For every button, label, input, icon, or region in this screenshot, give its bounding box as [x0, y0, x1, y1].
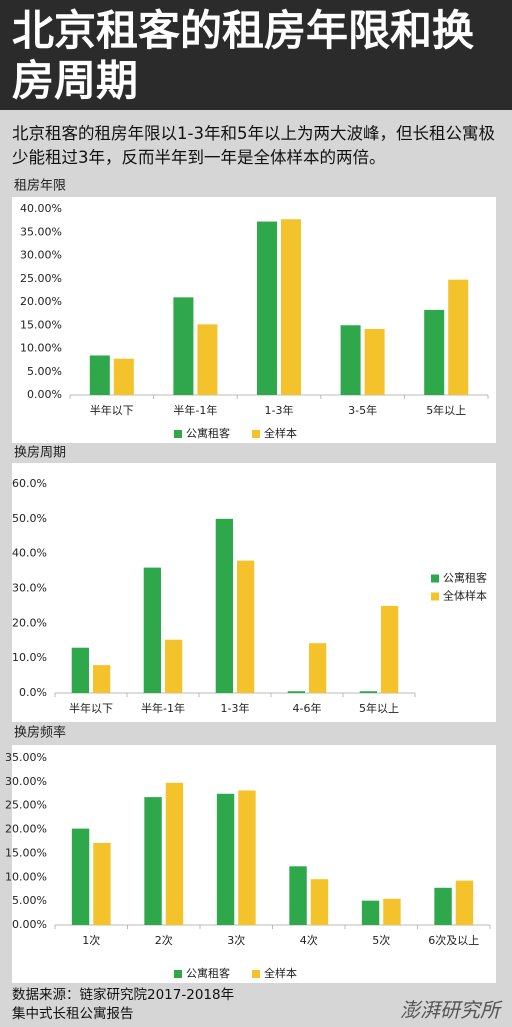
bar: [340, 325, 361, 395]
legend-label: 全样本: [264, 426, 297, 440]
x-tick-label: 1-3年: [265, 403, 294, 417]
bar: [448, 279, 469, 395]
x-tick-label: 5年以上: [359, 701, 399, 715]
y-tick-label: 20.00%: [20, 295, 62, 308]
x-tick-label: 1次: [82, 933, 100, 947]
x-tick-label: 3-5年: [348, 403, 377, 417]
legend-swatch: [431, 592, 439, 601]
bar: [216, 793, 235, 925]
bar: [309, 643, 327, 693]
bar: [455, 880, 474, 925]
y-tick-label: 0.00%: [12, 918, 47, 931]
bar: [281, 219, 301, 395]
legend-label: 全样本: [264, 966, 297, 980]
bar: [289, 866, 307, 925]
y-tick-label: 5.00%: [12, 894, 47, 907]
chart-title: 租房年限: [14, 178, 66, 194]
bar: [364, 328, 385, 395]
source: 数据来源：链家研究院2017-2018年集中式长租公寓报告: [12, 987, 235, 1022]
y-tick-label: 0.00%: [27, 388, 62, 401]
bar: [257, 221, 277, 395]
bar: [215, 518, 233, 693]
y-tick-label: 50.0%: [12, 512, 47, 525]
brand: 澎湃研究所: [400, 998, 500, 1022]
legend-label: 公寓租客: [186, 426, 230, 440]
bar: [287, 691, 305, 693]
x-tick-label: 半年以下: [69, 701, 113, 715]
x-tick-label: 3次: [227, 933, 245, 947]
subtitle: 北京租客的租房年限以1-3年和5年以上为两大波峰，但长租公寓极少能租过3年，反而…: [12, 124, 495, 167]
y-tick-label: 10.00%: [5, 870, 47, 883]
bar: [143, 567, 161, 693]
y-tick-label: 35.00%: [20, 225, 62, 238]
page-title: 北京租客的租房年限和换房周期: [12, 6, 475, 105]
bar: [434, 887, 452, 925]
bar: [165, 782, 184, 925]
bar: [237, 560, 255, 693]
y-tick-label: 20.00%: [5, 823, 47, 836]
x-tick-label: 半年以下: [90, 403, 134, 417]
x-tick-label: 5次: [372, 933, 390, 947]
chart-panel: [12, 197, 496, 443]
bar: [383, 898, 401, 925]
y-tick-label: 30.0%: [12, 582, 47, 595]
y-tick-label: 10.00%: [20, 342, 62, 355]
legend-label: 公寓租客: [186, 966, 230, 980]
y-tick-label: 15.00%: [5, 846, 47, 859]
bar: [165, 639, 183, 693]
bar: [359, 691, 377, 693]
x-tick-label: 1-3年: [221, 701, 250, 715]
bar: [361, 900, 380, 925]
y-tick-label: 5.00%: [27, 365, 62, 378]
y-tick-label: 15.00%: [20, 318, 62, 331]
x-tick-label: 5年以上: [426, 403, 466, 417]
header-band: [0, 0, 512, 110]
bar: [173, 297, 194, 395]
x-tick-label: 4-6年: [293, 701, 322, 715]
legend-swatch: [252, 430, 260, 438]
y-tick-label: 0.0%: [19, 686, 47, 699]
bar: [197, 324, 218, 395]
y-tick-label: 40.00%: [20, 202, 62, 215]
bar: [113, 358, 134, 395]
bar: [71, 647, 89, 693]
y-tick-label: 25.00%: [5, 799, 47, 812]
legend-swatch: [252, 970, 260, 978]
bar: [238, 790, 256, 925]
y-tick-label: 35.00%: [5, 751, 47, 764]
legend-label: 公寓租客: [443, 571, 487, 585]
chart-title: 换房频率: [14, 725, 66, 741]
chart-title: 换房周期: [14, 445, 66, 461]
legend-swatch: [174, 970, 182, 978]
bar: [93, 665, 111, 693]
x-tick-label: 2次: [155, 933, 173, 947]
y-tick-label: 30.00%: [20, 249, 62, 262]
bar: [144, 797, 162, 925]
y-tick-label: 25.00%: [20, 272, 62, 285]
y-tick-label: 40.0%: [12, 547, 47, 560]
bar: [89, 355, 110, 395]
x-tick-label: 4次: [300, 933, 318, 947]
y-tick-label: 20.0%: [12, 616, 47, 629]
y-tick-label: 30.00%: [5, 775, 47, 788]
bar: [381, 605, 399, 693]
legend-label: 全体样本: [443, 589, 487, 603]
y-tick-label: 60.0%: [12, 477, 47, 490]
bar: [310, 879, 329, 925]
legend-swatch: [174, 430, 182, 438]
x-tick-label: 半年-1年: [141, 701, 185, 715]
y-tick-label: 10.0%: [12, 651, 47, 664]
bar: [93, 842, 111, 925]
legend-swatch: [431, 574, 439, 583]
bar: [71, 828, 90, 925]
x-tick-label: 6次及以上: [428, 933, 479, 947]
bar: [424, 309, 445, 395]
x-tick-label: 半年-1年: [173, 403, 217, 417]
